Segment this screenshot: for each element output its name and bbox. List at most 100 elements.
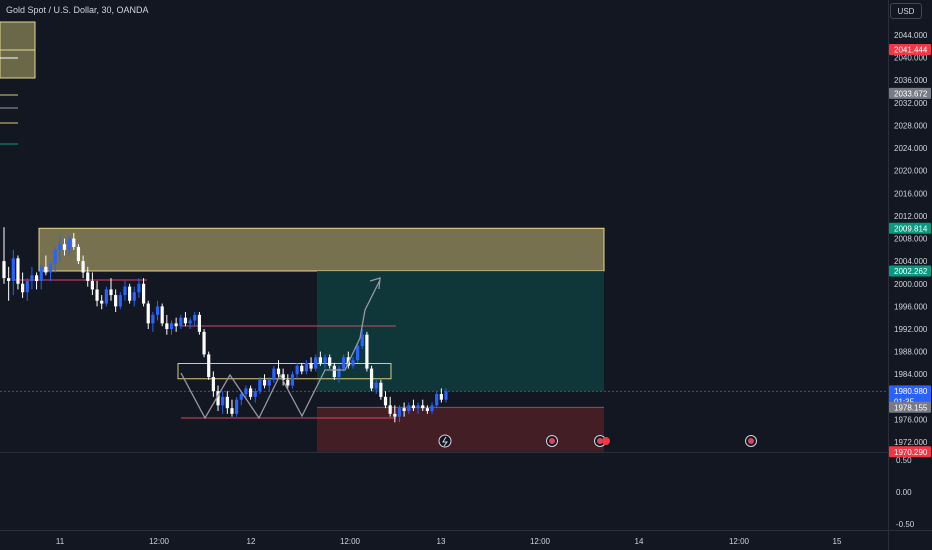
candle[interactable]: [165, 323, 169, 330]
candle[interactable]: [197, 314, 202, 332]
candle[interactable]: [365, 334, 369, 369]
candle[interactable]: [21, 283, 25, 293]
candle[interactable]: [225, 396, 229, 409]
candle[interactable]: [58, 244, 62, 250]
candle[interactable]: [100, 300, 104, 304]
candle[interactable]: [388, 405, 392, 414]
candle[interactable]: [44, 266, 48, 273]
candle[interactable]: [230, 408, 234, 414]
price-label[interactable]: [889, 401, 931, 413]
candle[interactable]: [76, 247, 81, 262]
candle[interactable]: [314, 357, 318, 369]
candle[interactable]: [239, 394, 243, 400]
candle[interactable]: [411, 405, 416, 409]
candle[interactable]: [207, 354, 211, 378]
time-axis[interactable]: 11 12:00 12 12:00 13 12:00 14 12:00 15: [56, 537, 842, 546]
candle[interactable]: [397, 408, 402, 417]
price-label[interactable]: [889, 87, 931, 99]
candle[interactable]: [67, 238, 71, 250]
candle[interactable]: [48, 263, 53, 273]
price-label[interactable]: [889, 265, 931, 277]
candle[interactable]: [235, 399, 239, 414]
candle[interactable]: [281, 374, 285, 380]
candle[interactable]: [16, 258, 20, 284]
candle[interactable]: [160, 306, 164, 324]
candle[interactable]: [53, 249, 57, 264]
candle[interactable]: [11, 258, 15, 281]
candle[interactable]: [393, 413, 397, 417]
candle[interactable]: [439, 394, 443, 400]
price-label[interactable]: [889, 222, 931, 234]
candle[interactable]: [34, 275, 39, 281]
candle[interactable]: [221, 396, 225, 406]
candle[interactable]: [95, 289, 99, 301]
candle[interactable]: [132, 292, 136, 301]
candle[interactable]: [309, 362, 313, 369]
candle[interactable]: [304, 362, 309, 372]
candle[interactable]: [407, 405, 411, 411]
supply-zone[interactable]: [38, 227, 605, 272]
candle[interactable]: [137, 283, 141, 293]
candle[interactable]: [416, 405, 420, 409]
candle[interactable]: [104, 289, 108, 304]
candle[interactable]: [7, 278, 11, 281]
candle[interactable]: [383, 396, 388, 406]
pattern-drawing[interactable]: [180, 279, 381, 420]
lightning-icon[interactable]: [438, 434, 452, 448]
candle[interactable]: [81, 261, 85, 273]
candle[interactable]: [272, 368, 276, 380]
candle[interactable]: [72, 238, 76, 248]
candle[interactable]: [300, 365, 304, 372]
candle[interactable]: [323, 357, 327, 363]
candle[interactable]: [356, 345, 360, 361]
candle[interactable]: [151, 314, 155, 324]
candle[interactable]: [369, 368, 374, 389]
candle[interactable]: [374, 382, 378, 389]
price-label[interactable]: [889, 446, 931, 458]
candle[interactable]: [141, 283, 146, 304]
candle[interactable]: [86, 272, 90, 281]
candle[interactable]: [267, 379, 271, 386]
candle[interactable]: [258, 379, 262, 392]
candle[interactable]: [295, 365, 299, 375]
candle[interactable]: [169, 323, 174, 330]
candle[interactable]: [202, 331, 206, 355]
candle[interactable]: [276, 368, 281, 375]
candle[interactable]: [342, 357, 346, 369]
price-label[interactable]: [889, 43, 931, 55]
candle[interactable]: [318, 357, 322, 363]
candle[interactable]: [128, 286, 132, 301]
candle[interactable]: [2, 261, 6, 279]
candle[interactable]: [435, 394, 439, 406]
candle[interactable]: [402, 408, 406, 411]
candle[interactable]: [123, 286, 127, 296]
candle[interactable]: [211, 377, 215, 392]
candle[interactable]: [290, 374, 295, 386]
candle[interactable]: [248, 388, 253, 397]
candle[interactable]: [188, 320, 192, 324]
candle[interactable]: [146, 303, 150, 324]
candle[interactable]: [421, 405, 425, 409]
price-axis[interactable]: 2044.000 2040.000 2036.000 2032.000 2028.000…: [889, 31, 931, 529]
candle[interactable]: [337, 368, 341, 378]
candle[interactable]: [62, 244, 67, 250]
candle[interactable]: [39, 266, 43, 281]
candle[interactable]: [30, 275, 34, 281]
candle[interactable]: [351, 360, 355, 366]
candle[interactable]: [262, 379, 267, 386]
candle[interactable]: [444, 391, 448, 400]
candle[interactable]: [174, 323, 178, 327]
candle[interactable]: [118, 295, 122, 307]
candle[interactable]: [253, 391, 257, 397]
candle[interactable]: [430, 405, 434, 411]
stop-zone[interactable]: [317, 407, 604, 452]
candle[interactable]: [332, 365, 336, 378]
candle[interactable]: [155, 306, 160, 315]
currency-button[interactable]: USD: [890, 3, 922, 19]
candle[interactable]: [114, 295, 118, 307]
candle[interactable]: [328, 357, 332, 366]
candle[interactable]: [244, 388, 248, 395]
candle[interactable]: [109, 289, 113, 296]
target-zone[interactable]: [317, 270, 604, 392]
